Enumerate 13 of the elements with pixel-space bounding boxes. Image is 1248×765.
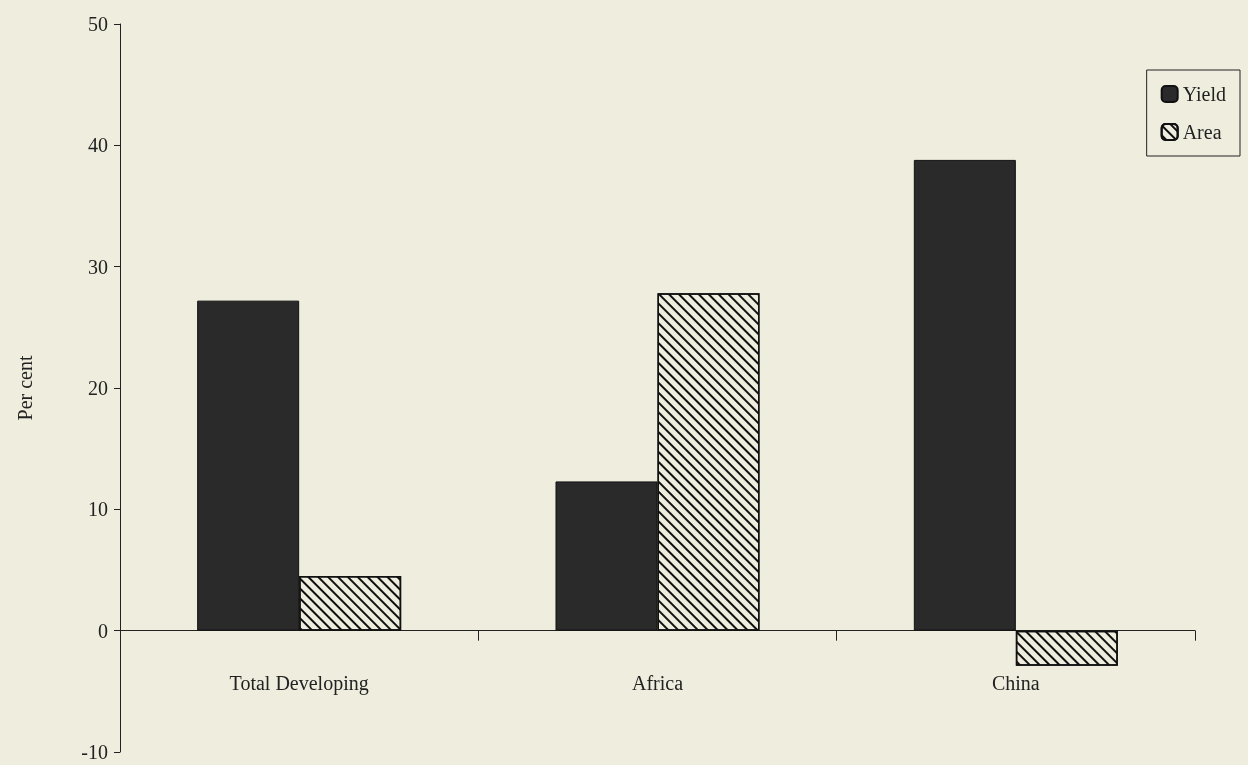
y-tick-label: 0 — [98, 619, 108, 642]
legend-label: Yield — [1182, 83, 1227, 105]
y-tick-label: 40 — [88, 134, 108, 157]
y-tick-label: -10 — [81, 741, 108, 763]
y-tick-label: 50 — [88, 13, 108, 35]
y-tick-label: 10 — [88, 498, 108, 521]
x-tick-label: Total Developing — [229, 671, 369, 695]
y-tick-label: 20 — [88, 377, 108, 399]
y-axis-title: Per cent — [14, 355, 36, 421]
legend-label: Area — [1182, 121, 1222, 143]
x-tick-label: Africa — [631, 671, 684, 694]
y-tick-label: 30 — [88, 255, 108, 278]
x-tick-label: China — [991, 671, 1040, 694]
